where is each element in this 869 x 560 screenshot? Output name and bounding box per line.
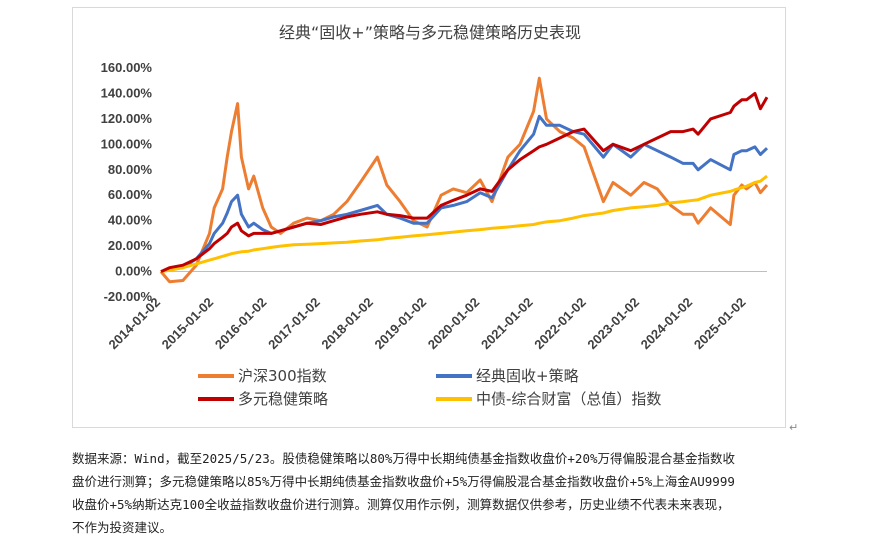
- x-tick-label: 2020-01-02: [425, 295, 483, 353]
- legend-label: 多元稳健策略: [238, 390, 328, 408]
- legend-label: 中债-综合财富（总值）指数: [476, 390, 661, 408]
- x-tick-label: 2018-01-02: [318, 295, 376, 353]
- x-tick-label: 2019-01-02: [372, 295, 430, 353]
- x-tick-label: 2022-01-02: [531, 295, 589, 353]
- y-tick-label: 80.00%: [108, 162, 153, 177]
- footnote-line: 不作为投资建议。: [72, 520, 173, 535]
- footnote: 数据来源：Wind，截至2025/5/23。股债稳健策略以80%万得中长期纯债基…: [72, 447, 812, 539]
- paragraph-mark: ↵: [789, 421, 799, 434]
- y-tick-label: 40.00%: [108, 213, 153, 228]
- x-axis-labels: 2014-01-022015-01-022016-01-022017-01-02…: [105, 295, 748, 353]
- y-tick-label: 0.00%: [115, 264, 152, 279]
- y-tick-label: 120.00%: [101, 111, 153, 126]
- series-line-4: [160, 174, 768, 274]
- x-tick-label: 2015-01-02: [159, 295, 217, 353]
- y-tick-label: 60.00%: [108, 187, 153, 202]
- y-tick-label: 160.00%: [101, 60, 153, 75]
- x-tick-label: 2023-01-02: [584, 295, 642, 353]
- footnote-line: 收盘价+5%纳斯达克100全收益指数收盘价进行测算。测算仅用作示例，测算数据仅供…: [72, 497, 730, 512]
- x-tick-label: 2021-01-02: [478, 295, 536, 353]
- footnote-line: 数据来源：Wind，截至2025/5/23。股债稳健策略以80%万得中长期纯债基…: [72, 451, 736, 466]
- y-tick-label: 140.00%: [101, 85, 153, 100]
- series-line-3: [160, 91, 769, 273]
- legend-label: 沪深300指数: [238, 367, 327, 385]
- series-line-2: [160, 114, 769, 274]
- y-axis-labels: -20.00% 0.00% 20.00% 40.00% 60.00% 80.00% 100.…: [101, 60, 153, 304]
- y-tick-label: 20.00%: [108, 238, 153, 253]
- legend-label: 经典固收+策略: [476, 367, 579, 385]
- chart-title: 经典“固收+”策略与多元稳健策略历史表现: [279, 23, 581, 42]
- y-tick-label: 100.00%: [101, 136, 153, 151]
- footnote-line: 盘价进行测算；多元稳健策略以85%万得中长期纯债基金指数收盘价+5%万得偏股混合…: [72, 474, 735, 489]
- chart-container: 经典“固收+”策略与多元稳健策略历史表现 -20.00% 0.00% 20.00% 4…: [72, 7, 786, 428]
- series-line-1: [159, 76, 769, 284]
- series-lines: [159, 76, 769, 284]
- chart-svg: 经典“固收+”策略与多元稳健策略历史表现 -20.00% 0.00% 20.00% 4…: [101, 23, 769, 408]
- y-tick-label: -20.00%: [104, 289, 153, 304]
- x-tick-label: 2017-01-02: [265, 295, 323, 353]
- x-tick-label: 2016-01-02: [212, 295, 270, 353]
- x-tick-label: 2024-01-02: [638, 295, 696, 353]
- x-tick-label: 2025-01-02: [691, 295, 749, 353]
